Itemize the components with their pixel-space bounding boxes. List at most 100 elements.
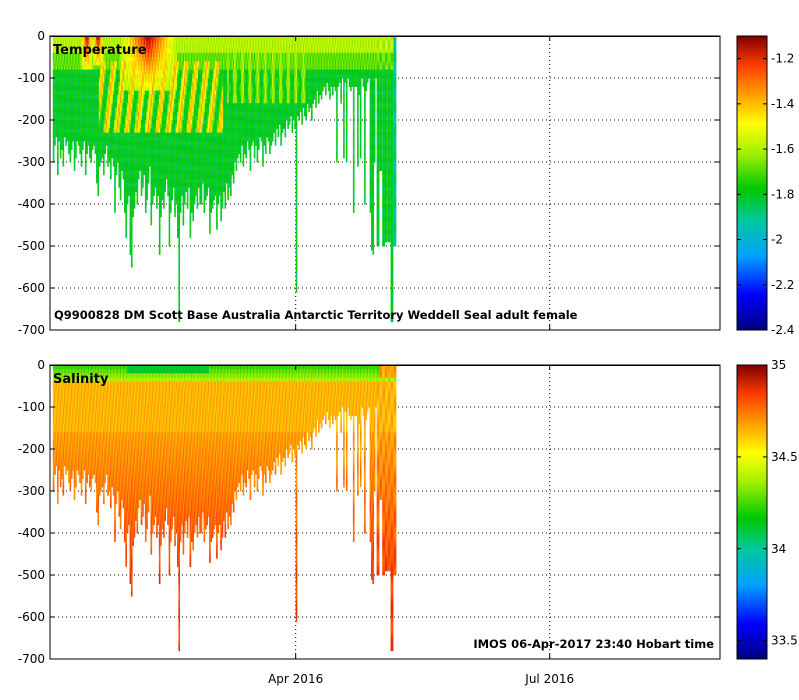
temp-profile-cell (65, 65, 67, 71)
temp-profile-cell (211, 199, 214, 205)
temp-profile-cell (79, 78, 81, 83)
temp-profile-cell (68, 48, 70, 54)
temp-profile-cell (70, 40, 73, 45)
temp-profile-cell (193, 153, 196, 159)
temp-profile-cell (69, 132, 72, 138)
temp-profile-cell (177, 191, 179, 197)
temp-profile-cell (130, 69, 133, 75)
temp-profile-cell (220, 124, 222, 129)
temp-profile-cell (193, 145, 196, 150)
temp-profile-cell (209, 136, 211, 142)
temp-profile-cell (156, 40, 158, 45)
temp-profile-cell (84, 103, 87, 108)
temp-profile-cell (70, 132, 73, 138)
temp-profile-cell (221, 128, 224, 134)
temp-profile-cell (192, 145, 194, 150)
temp-profile-cell (142, 40, 144, 45)
temp-profile-cell (203, 136, 206, 142)
temp-profile-cell (221, 157, 224, 163)
temp-profile-cell (91, 90, 94, 96)
temp-profile-cell (232, 174, 235, 180)
temp-profile-cell (197, 170, 200, 176)
temp-profile-cell (80, 61, 83, 66)
temp-profile-cell (117, 124, 119, 129)
temp-profile-cell (135, 149, 137, 155)
temp-profile-cell (76, 48, 79, 54)
temp-profile-cell (93, 86, 95, 92)
temp-profile-cell (100, 136, 102, 142)
temp-profile-cell (96, 65, 98, 71)
temp-profile-cell (58, 115, 60, 121)
temp-profile-cell (132, 86, 134, 92)
temp-profile-cell (218, 78, 221, 83)
temp-profile-cell (56, 44, 59, 50)
temp-profile-cell (63, 40, 66, 45)
temp-profile-cell (168, 216, 171, 222)
temp-profile-cell (104, 149, 107, 155)
temp-profile-cell (204, 73, 207, 79)
temp-profile (108, 36, 111, 163)
temp-profile-cell (151, 107, 154, 113)
temp-profile-cell (177, 225, 179, 230)
temp-profile-cell (63, 124, 66, 129)
temp-profile-cell (151, 73, 154, 79)
temp-profile-cell (217, 157, 220, 163)
temp-profile-cell (130, 90, 133, 96)
temp-profile-cell (223, 103, 225, 108)
temp-profile-cell (182, 82, 185, 87)
temp-profile-cell (52, 94, 55, 100)
temp-profile-cell (101, 57, 104, 62)
temp-profile-cell (160, 82, 162, 87)
temp-profile (94, 36, 97, 155)
temp-profile-cell (136, 141, 139, 146)
temp-profile-cell (73, 157, 76, 163)
temp-profile-cell (128, 65, 130, 71)
temp-profile-cell (217, 124, 220, 129)
temp-profile-cell (223, 73, 225, 79)
temp-profile-cell (177, 65, 179, 71)
temp-profile-cell (151, 115, 154, 121)
temp-profile-cell (192, 40, 194, 45)
temp-profile-cell (93, 141, 95, 146)
temp-profile-cell (216, 170, 218, 176)
temp-profile-cell (182, 208, 185, 213)
temp-profile-cell (206, 111, 208, 117)
temp-profile-cell (96, 57, 98, 62)
temp-profile-cell (108, 124, 111, 129)
temp-profile-cell (105, 107, 108, 113)
temp-profile-cell (103, 124, 105, 129)
temp-profile-cell (96, 82, 98, 87)
temp-profile-cell (161, 82, 164, 87)
temp-profile-cell (178, 107, 181, 113)
temp-profile-cell (231, 115, 234, 121)
temp-profile-cell (213, 107, 215, 113)
temp-profile-cell (172, 183, 175, 188)
temp-profile-cell (52, 73, 55, 79)
temp-profile-cell (178, 128, 181, 134)
temp-profile-cell (126, 195, 129, 201)
temp-profile-cell (105, 73, 108, 79)
temp-profile-cell (235, 40, 238, 45)
temp-profile-cell (160, 187, 162, 192)
temp-profile-cell (220, 191, 222, 197)
temp-profile-cell (90, 103, 93, 108)
temp-profile-cell (149, 90, 151, 96)
temp-profile-cell (185, 78, 187, 83)
temp-profile-cell (107, 145, 109, 150)
temp-profile (76, 36, 79, 142)
temp-profile-cell (182, 166, 185, 171)
temp-profile-cell (142, 48, 144, 54)
temp-profile-cell (235, 82, 238, 87)
temp-profile-cell (125, 170, 127, 176)
temp-profile-cell (237, 69, 239, 75)
temp-profile-cell (174, 120, 176, 125)
temp-profile-cell (73, 69, 76, 75)
temp-profile-cell (178, 271, 181, 276)
temp-profile-cell (76, 73, 79, 79)
temp-profile-cell (214, 153, 217, 159)
temp-profile-cell (189, 145, 192, 150)
temp-profile-cell (136, 73, 139, 79)
temp-profile-cell (227, 94, 229, 100)
temp-profile-cell (115, 166, 118, 171)
temp-profile-cell (195, 183, 197, 188)
